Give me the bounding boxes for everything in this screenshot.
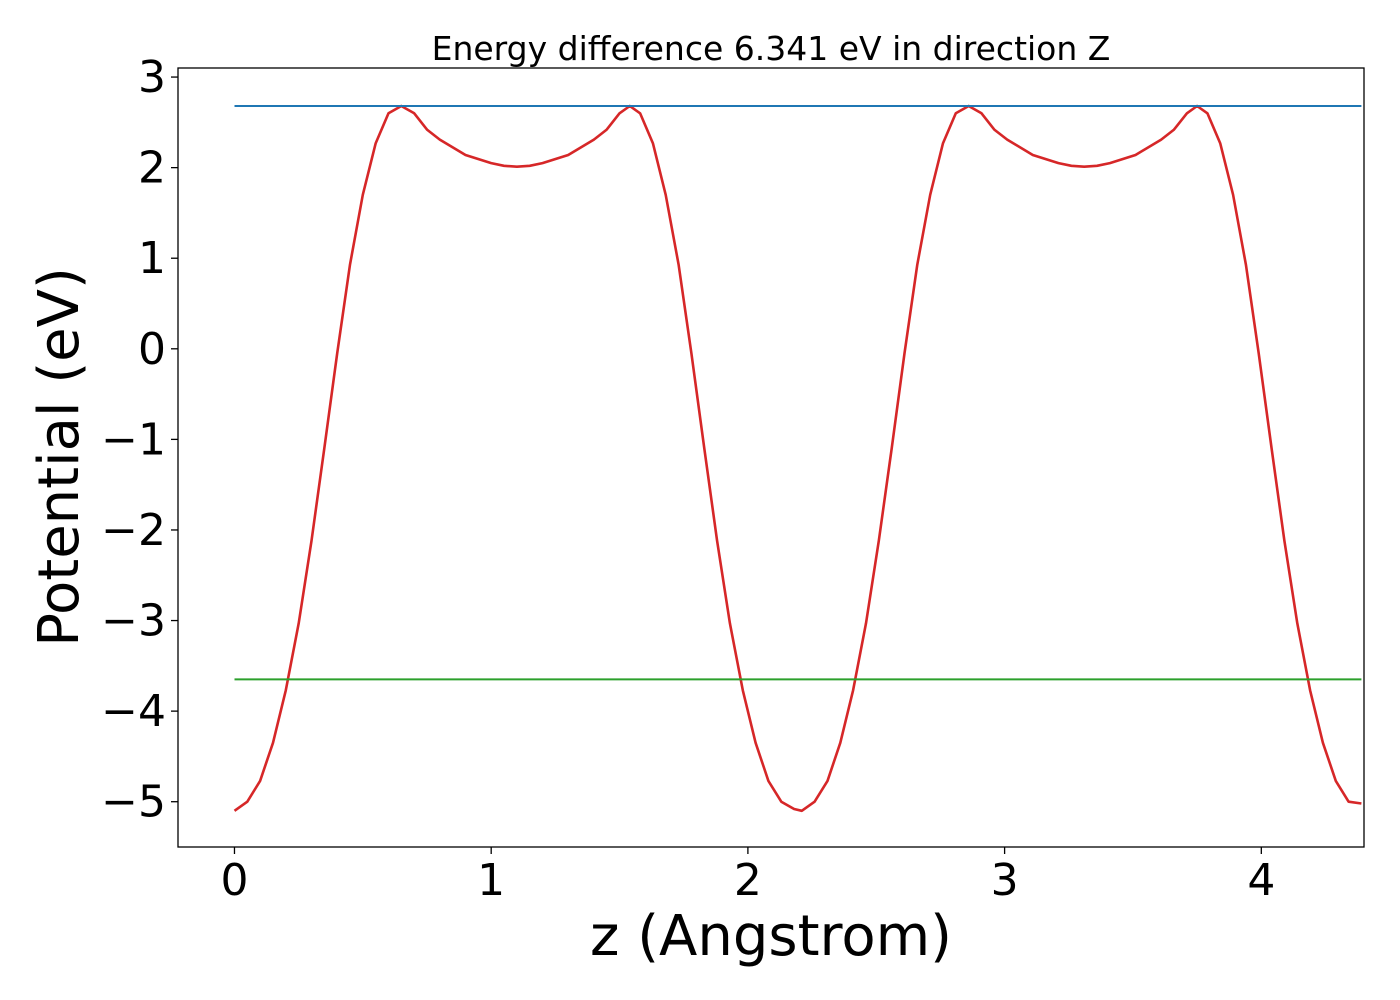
x-axis-label: z (Angstrom) xyxy=(590,904,952,969)
y-axis-label: Potential (eV) xyxy=(27,267,92,647)
x-tick-label: 1 xyxy=(477,855,505,906)
x-tick-label: 2 xyxy=(734,855,762,906)
y-tick-label: −2 xyxy=(101,505,166,556)
y-tick-label: −3 xyxy=(101,596,166,647)
y-tick-label: −4 xyxy=(101,686,166,737)
x-tick-label: 4 xyxy=(1247,855,1275,906)
y-tick-label: −5 xyxy=(101,777,166,828)
y-tick-label: 0 xyxy=(138,324,166,375)
series-line-0 xyxy=(233,104,1362,813)
y-tick-label: 3 xyxy=(138,52,166,103)
y-axis-ticks: −5 −4 −3 −2 −1 0 1 2 3 xyxy=(101,52,178,828)
x-axis-ticks: 0 1 2 3 4 xyxy=(220,847,1275,906)
y-tick-label: 2 xyxy=(138,143,166,194)
x-tick-label: 3 xyxy=(991,855,1019,906)
x-tick-label: 0 xyxy=(220,855,248,906)
y-tick-label: 1 xyxy=(138,233,166,284)
chart-title: Energy difference 6.341 eV in direction … xyxy=(432,29,1111,68)
series-group xyxy=(233,104,1362,813)
plot-frame xyxy=(177,67,1365,848)
y-tick-label: −1 xyxy=(101,414,166,465)
